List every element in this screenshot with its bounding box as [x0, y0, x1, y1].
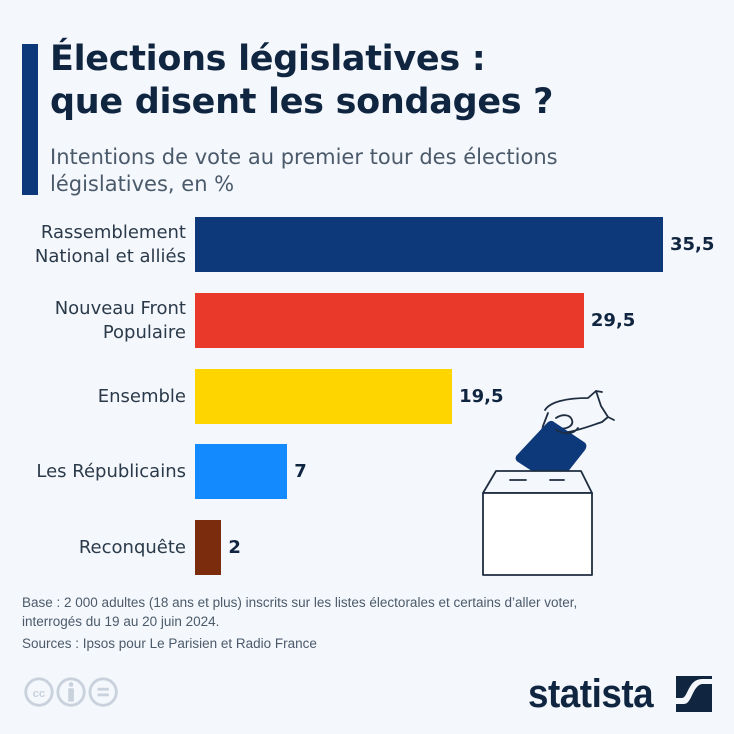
attribution-icon[interactable]: [56, 677, 86, 707]
bar[interactable]: [195, 444, 288, 500]
chart-subtitle-line-2: législatives, en %: [50, 172, 235, 196]
category-label: Les Républicains: [0, 444, 186, 500]
hand-icon: [541, 390, 615, 436]
license-icons[interactable]: cc: [22, 676, 122, 710]
statista-logo-text[interactable]: statista: [528, 672, 654, 716]
data-label: 2: [228, 537, 241, 559]
footnote: Base : 2 000 adultes (18 ans et plus) in…: [22, 593, 722, 631]
bar[interactable]: [195, 292, 584, 348]
footnote-line-2: interrogés du 19 au 20 juin 2024.: [22, 614, 220, 629]
category-label: Reconquête: [0, 520, 186, 576]
bar[interactable]: [195, 368, 453, 424]
category-label-line: National et alliés: [34, 246, 186, 267]
category-label-line: Populaire: [102, 321, 186, 343]
data-label: 19,5: [459, 385, 504, 407]
source-note: Sources : Ipsos pour Le Parisien et Radi…: [22, 636, 317, 651]
category-label: Ensemble: [0, 369, 186, 425]
chart-subtitle: Intentions de vote au premier tour des é…: [50, 144, 690, 198]
data-label: 29,5: [590, 309, 636, 331]
data-label: 7: [294, 461, 307, 483]
bar[interactable]: [195, 217, 663, 272]
category-label-line: Rassemblement: [40, 222, 186, 243]
box-icon: [482, 470, 593, 576]
chart-title-line-2: que disent les sondages ?: [50, 82, 554, 122]
statista-logo-icon[interactable]: [676, 676, 712, 712]
category-label-line: Nouveau Front: [54, 297, 186, 319]
ballot-card-icon: [515, 420, 587, 486]
data-label: 35,5: [670, 234, 715, 255]
footnote-line-1: Base : 2 000 adultes (18 ans et plus) in…: [22, 595, 578, 610]
svg-text:cc: cc: [33, 688, 46, 700]
bar[interactable]: [195, 520, 222, 576]
title-accent-bar: [22, 44, 38, 195]
chart-title-line-1: Élections législatives :: [50, 39, 486, 79]
hand-fingers-icon: [555, 427, 579, 435]
category-label-line: Ensemble: [97, 385, 186, 407]
category-label: Nouveau Front Populaire: [0, 293, 186, 349]
ballot-box-illustration: [482, 390, 615, 576]
chart-subtitle-line-1: Intentions de vote au premier tour des é…: [50, 145, 558, 169]
category-label-line: Les Républicains: [36, 461, 186, 483]
no-derivatives-icon[interactable]: [88, 677, 118, 707]
category-label: Rassemblement National et alliés: [0, 217, 186, 273]
category-label-line: Reconquête: [78, 537, 186, 559]
cc-icon[interactable]: cc: [24, 677, 54, 707]
chart-title: Élections législatives : que disent les …: [50, 38, 690, 124]
